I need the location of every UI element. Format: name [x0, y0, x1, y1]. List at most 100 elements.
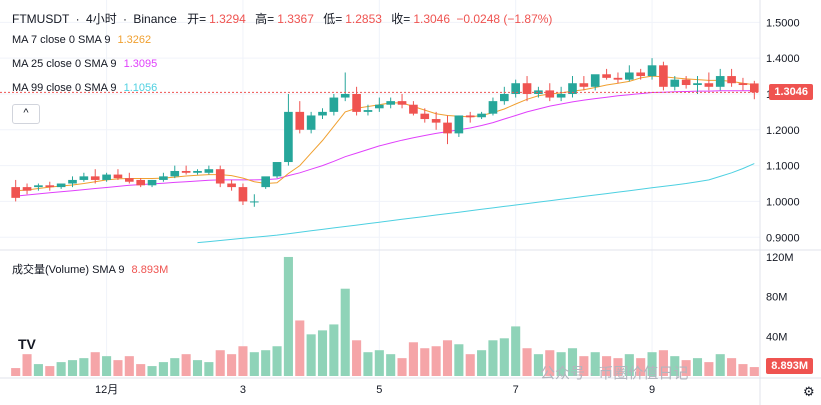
volume-bar	[716, 354, 725, 376]
candle-body	[102, 175, 111, 180]
volume-bar	[454, 344, 463, 376]
ma25-value: 1.3095	[124, 58, 158, 70]
interval-label[interactable]: 4小时	[86, 12, 117, 26]
candle-body	[614, 78, 623, 80]
candle-body	[727, 76, 736, 83]
volume-bar	[182, 354, 191, 376]
candle-body	[45, 185, 54, 187]
volume-bar	[488, 340, 497, 376]
tradingview-logo[interactable]: TV	[18, 336, 36, 352]
volume-bar	[704, 362, 713, 376]
volume-bar	[693, 358, 702, 376]
volume-bar	[193, 360, 202, 376]
volume-bar	[261, 350, 270, 376]
volume-bar	[511, 326, 520, 376]
change-value: −0.0248 (−1.87%)	[456, 12, 552, 26]
candle-body	[375, 105, 384, 109]
candle-body	[602, 74, 611, 78]
volume-bar	[125, 356, 134, 376]
candle-body	[659, 65, 668, 86]
volume-bar	[341, 289, 350, 376]
low-label: 低=	[323, 12, 342, 26]
candle-body	[739, 83, 748, 85]
candle-body	[34, 185, 43, 187]
candle-body	[545, 90, 554, 97]
volume-bar	[148, 366, 157, 376]
settings-gear-icon[interactable]: ⚙	[803, 384, 815, 400]
candle-body	[182, 171, 191, 173]
volume-bar	[11, 368, 20, 376]
volume-bar	[500, 338, 509, 376]
volume-bar	[307, 334, 316, 376]
candle-body	[705, 83, 714, 87]
ma25-label: MA 25 close 0 SMA 9	[12, 58, 117, 70]
volume-bar	[113, 360, 122, 376]
time-tick-label: 7	[513, 384, 519, 396]
candle-body	[159, 176, 168, 180]
candle-body	[284, 112, 293, 162]
separator: ·	[76, 12, 80, 26]
volume-bar	[250, 352, 259, 376]
chart-root: 1.50001.40001.30001.20001.10001.00000.90…	[0, 0, 821, 405]
candle-body	[364, 110, 373, 112]
time-tick-label: 12月	[95, 384, 118, 396]
candle-body	[625, 72, 634, 79]
volume-bar	[91, 352, 100, 376]
chevron-up-icon: ^	[23, 107, 28, 119]
price-tick-label: 1.4000	[766, 53, 800, 65]
candle-body	[125, 178, 134, 182]
candle-body	[330, 98, 339, 112]
volume-bar	[79, 358, 88, 376]
candle-body	[432, 119, 441, 123]
candle-body	[307, 115, 316, 129]
exchange-label: Binance	[133, 12, 176, 26]
candle-body	[386, 101, 395, 105]
collapse-legend-button[interactable]: ^	[12, 104, 40, 124]
volume-bar	[466, 354, 475, 376]
candle-body	[500, 94, 509, 101]
close-label: 收=	[391, 12, 410, 26]
volume-bar	[318, 330, 327, 376]
volume-bar	[329, 324, 338, 376]
ma7-value: 1.3262	[118, 34, 152, 46]
ma25-legend[interactable]: MA 25 close 0 SMA 9 1.3095	[12, 58, 157, 70]
volume-bar	[284, 257, 293, 376]
open-value: 1.3294	[209, 12, 246, 26]
volume-value: 8.893M	[132, 264, 169, 276]
candle-body	[352, 94, 361, 112]
symbol-name[interactable]: FTMUSDT	[12, 12, 69, 26]
candle-body	[443, 123, 452, 134]
last-price-tag: 1.3046	[769, 84, 813, 100]
volume-bar	[750, 367, 759, 376]
volume-bar	[159, 362, 168, 376]
volume-bar	[386, 354, 395, 376]
volume-bar	[363, 352, 372, 376]
time-tick-label: 5	[376, 384, 382, 396]
volume-bar	[738, 364, 747, 376]
candle-body	[409, 105, 418, 114]
candle-body	[557, 94, 566, 98]
volume-bar	[204, 362, 213, 376]
price-tick-label: 1.1000	[766, 161, 800, 173]
candle-body	[682, 80, 691, 85]
candle-body	[477, 114, 486, 118]
price-tick-label: 1.2000	[766, 125, 800, 137]
volume-bar	[477, 350, 486, 376]
volume-bar	[443, 340, 452, 376]
candle-body	[750, 83, 759, 92]
volume-legend[interactable]: 成交量(Volume) SMA 9 8.893M	[12, 261, 168, 277]
high-label: 高=	[255, 12, 274, 26]
volume-bar	[523, 348, 532, 376]
candle-body	[250, 201, 259, 202]
volume-bar	[227, 354, 236, 376]
volume-bar	[57, 362, 66, 376]
candle-body	[205, 169, 214, 173]
candle-body	[466, 115, 475, 117]
ma7-legend[interactable]: MA 7 close 0 SMA 9 1.3262	[12, 34, 151, 46]
candle-body	[148, 180, 157, 185]
symbol-header: FTMUSDT · 4小时 · Binance 开= 1.3294 高= 1.336…	[12, 10, 555, 27]
candle-body	[636, 72, 645, 76]
volume-bar	[136, 364, 145, 376]
ma99-legend[interactable]: MA 99 close 0 SMA 9 1.1056	[12, 82, 157, 94]
separator: ·	[123, 12, 127, 26]
